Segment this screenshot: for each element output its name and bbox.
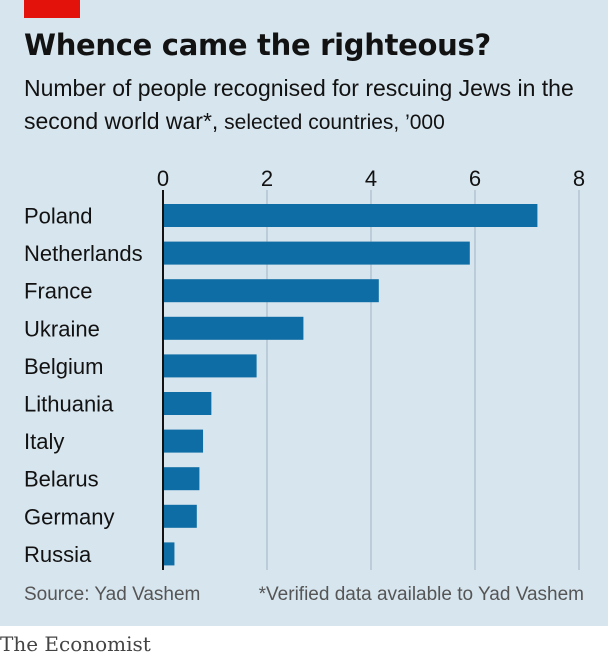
category-label-belarus: Belarus	[24, 467, 99, 492]
x-tick-label: 0	[157, 166, 169, 191]
bar-belarus	[163, 467, 200, 491]
category-label-poland: Poland	[24, 204, 93, 229]
source-note: Source: Yad Vashem	[24, 584, 201, 605]
economist-logo-text: The Economist	[0, 632, 151, 656]
brand-red-tab	[24, 0, 80, 18]
bar-chart: 0 2 4 6 8 Poland Netherlands France Ukraine Belg…	[24, 166, 585, 570]
category-label-russia: Russia	[24, 542, 92, 567]
subtitle-main: Number of people recognised for rescuing…	[24, 75, 574, 134]
x-tick-label: 8	[573, 166, 585, 191]
category-label-france: France	[24, 279, 92, 304]
bar-russia	[163, 542, 175, 566]
chart-title: Whence came the righteous?	[24, 28, 491, 62]
bar-france	[163, 279, 379, 303]
category-label-italy: Italy	[24, 429, 64, 454]
x-tick-label: 6	[469, 166, 481, 191]
category-label-netherlands: Netherlands	[24, 241, 143, 266]
category-label-belgium: Belgium	[24, 354, 103, 379]
footnote: *Verified data available to Yad Vashem	[258, 584, 584, 605]
bar-lithuania	[163, 392, 212, 415]
category-label-germany: Germany	[24, 504, 114, 529]
category-labels: Poland Netherlands France Ukraine Belgium Lit…	[24, 204, 143, 567]
bar-germany	[163, 504, 197, 528]
bars	[163, 204, 538, 566]
bar-poland	[163, 204, 538, 227]
x-tick-labels: 0 2 4 6 8	[157, 166, 585, 191]
category-label-lithuania: Lithuania	[24, 392, 114, 417]
chart-subtitle: Number of people recognised for rescuing…	[24, 72, 594, 139]
bar-netherlands	[163, 241, 470, 265]
x-tick-label: 2	[261, 166, 273, 191]
x-tick-label: 4	[365, 166, 377, 191]
category-label-ukraine: Ukraine	[24, 316, 100, 341]
chart-panel	[0, 0, 608, 626]
bar-belgium	[163, 354, 257, 378]
subtitle-unit: selected countries, ’000	[218, 111, 445, 134]
bar-italy	[163, 429, 204, 453]
bar-ukraine	[163, 316, 304, 340]
